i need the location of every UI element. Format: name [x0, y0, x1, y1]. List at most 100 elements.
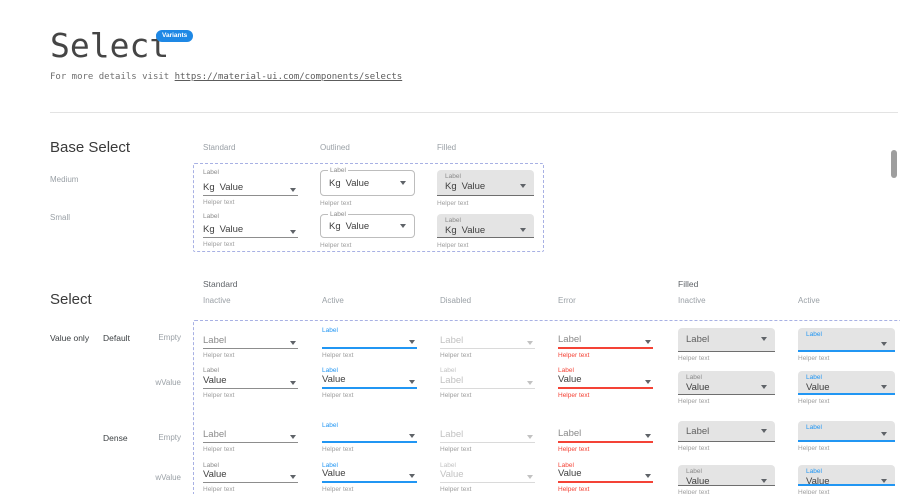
select-label: Label [806, 424, 822, 431]
subtitle: For more details visit https://material-… [50, 72, 402, 82]
select-control[interactable]: Kg Value [203, 177, 298, 196]
select-label: Label [322, 327, 338, 334]
helper-text: Helper text [678, 445, 710, 452]
select-control[interactable]: Label [678, 328, 775, 352]
helper-text: Helper text [203, 392, 235, 399]
dropdown-arrow-icon [881, 432, 887, 436]
select-label: Label [322, 367, 338, 374]
select-label [440, 326, 535, 335]
select-control[interactable]: Value [322, 374, 417, 389]
column-header: Filled [437, 143, 457, 152]
standard-select-cell: Label Value Helper text [322, 366, 417, 399]
select-value: Value [558, 374, 582, 385]
select-value: Kg Value [203, 224, 244, 235]
standard-select-cell: Label Helper text [558, 421, 653, 453]
adornment: Kg [203, 224, 215, 235]
select-control[interactable]: Label [440, 375, 535, 389]
select-control[interactable] [322, 335, 417, 349]
row-label: Dense [103, 433, 128, 443]
scrollbar-thumb[interactable] [891, 150, 897, 178]
select-control[interactable]: Value [558, 374, 653, 389]
select-control[interactable]: Value [440, 469, 535, 483]
helper-text: Helper text [440, 352, 472, 359]
select-control[interactable]: Label [440, 429, 535, 443]
helper-text: Helper text [678, 398, 710, 405]
adornment: Kg [445, 225, 457, 236]
select-control[interactable]: Label Value [678, 371, 775, 395]
select-control[interactable]: Kg Value [203, 221, 298, 238]
dropdown-arrow-icon [527, 381, 533, 385]
dropdown-arrow-icon [409, 474, 415, 478]
standard-select-cell: Label Value Helper text [558, 366, 653, 399]
standard-select-cell: Label Value Helper text [558, 461, 653, 493]
select-control[interactable]: Value [203, 375, 298, 389]
select-value: Kg Value [329, 177, 370, 189]
select-control[interactable]: Label Kg Value [437, 170, 534, 196]
filled-select-cell: Label Helper text [678, 326, 775, 362]
select-label: Label [322, 462, 338, 469]
select-control[interactable]: Label Value [678, 465, 775, 487]
helper-text: Helper text [437, 200, 469, 207]
helper-text: Helper text [558, 392, 590, 399]
select-label: Label [328, 167, 348, 175]
select-control[interactable]: Label Value [798, 371, 895, 395]
select-control[interactable]: Value [322, 468, 417, 483]
dropdown-arrow-icon [645, 434, 651, 438]
dropdown-arrow-icon [520, 228, 526, 232]
helper-text: Helper text [798, 445, 830, 452]
state-header: Active [798, 296, 820, 305]
docs-link[interactable]: https://material-ui.com/components/selec… [174, 72, 403, 82]
helper-text: Helper text [203, 241, 235, 248]
dropdown-arrow-icon [881, 479, 887, 483]
select-control[interactable]: Label [558, 334, 653, 349]
filled-select-cell: Label Value Helper text [798, 366, 895, 405]
select-label: Label [686, 468, 702, 475]
helper-text: Helper text [678, 489, 710, 494]
helper-text: Helper text [440, 486, 472, 493]
state-header: Inactive [203, 296, 231, 305]
select-control[interactable]: Label [678, 421, 775, 442]
select-control[interactable]: Label Kg Value [437, 214, 534, 238]
helper-text: Helper text [558, 446, 590, 453]
standard-select-cell: Label Helper text [440, 326, 535, 359]
select-control[interactable] [322, 430, 417, 443]
helper-text: Helper text [322, 486, 354, 493]
filled-select-cell: Label Value Helper text [798, 461, 895, 494]
helper-text: Helper text [322, 392, 354, 399]
filled-select-cell: Label Kg Value Helper text [437, 212, 534, 249]
standard-select-cell: Label Value Helper text [440, 461, 535, 493]
select-label: Label [558, 462, 574, 469]
row-label: Empty [158, 333, 181, 342]
group-header: Standard [203, 279, 238, 289]
select-label: Label [203, 213, 219, 220]
dropdown-arrow-icon [645, 340, 651, 344]
select-control[interactable]: Value [203, 469, 298, 483]
dropdown-arrow-icon [290, 341, 296, 345]
select-label [203, 326, 298, 335]
select-value: Label [203, 335, 227, 346]
dropdown-arrow-icon [527, 435, 533, 439]
select-control[interactable]: Label [558, 428, 653, 443]
dropdown-arrow-icon [409, 434, 415, 438]
standard-select-cell: Label Value Helper text [203, 366, 298, 399]
select-control[interactable]: Label Kg Value [320, 211, 415, 238]
select-control[interactable]: Label [203, 429, 298, 443]
adornment: Kg [329, 220, 341, 232]
filled-select-cell: Label Helper text [678, 421, 775, 452]
dropdown-arrow-icon [881, 342, 887, 346]
select-control[interactable]: Label Value [798, 465, 895, 487]
select-control[interactable]: Label [798, 328, 895, 352]
standard-select-cell: Label Helper text [558, 326, 653, 359]
row-label: Medium [50, 175, 79, 184]
select-control[interactable]: Label [440, 335, 535, 349]
filled-select-cell: Label Value Helper text [678, 366, 775, 405]
state-header: Inactive [678, 296, 706, 305]
standard-select-cell: Label Value Helper text [203, 461, 298, 493]
select-control[interactable]: Label [203, 335, 298, 349]
select-control[interactable]: Value [558, 468, 653, 483]
dropdown-arrow-icon [409, 380, 415, 384]
select-control[interactable]: Label Kg Value [320, 167, 415, 196]
select-control[interactable]: Label [798, 421, 895, 442]
select-value: Label [686, 425, 710, 437]
select-value: Kg Value [203, 182, 244, 193]
